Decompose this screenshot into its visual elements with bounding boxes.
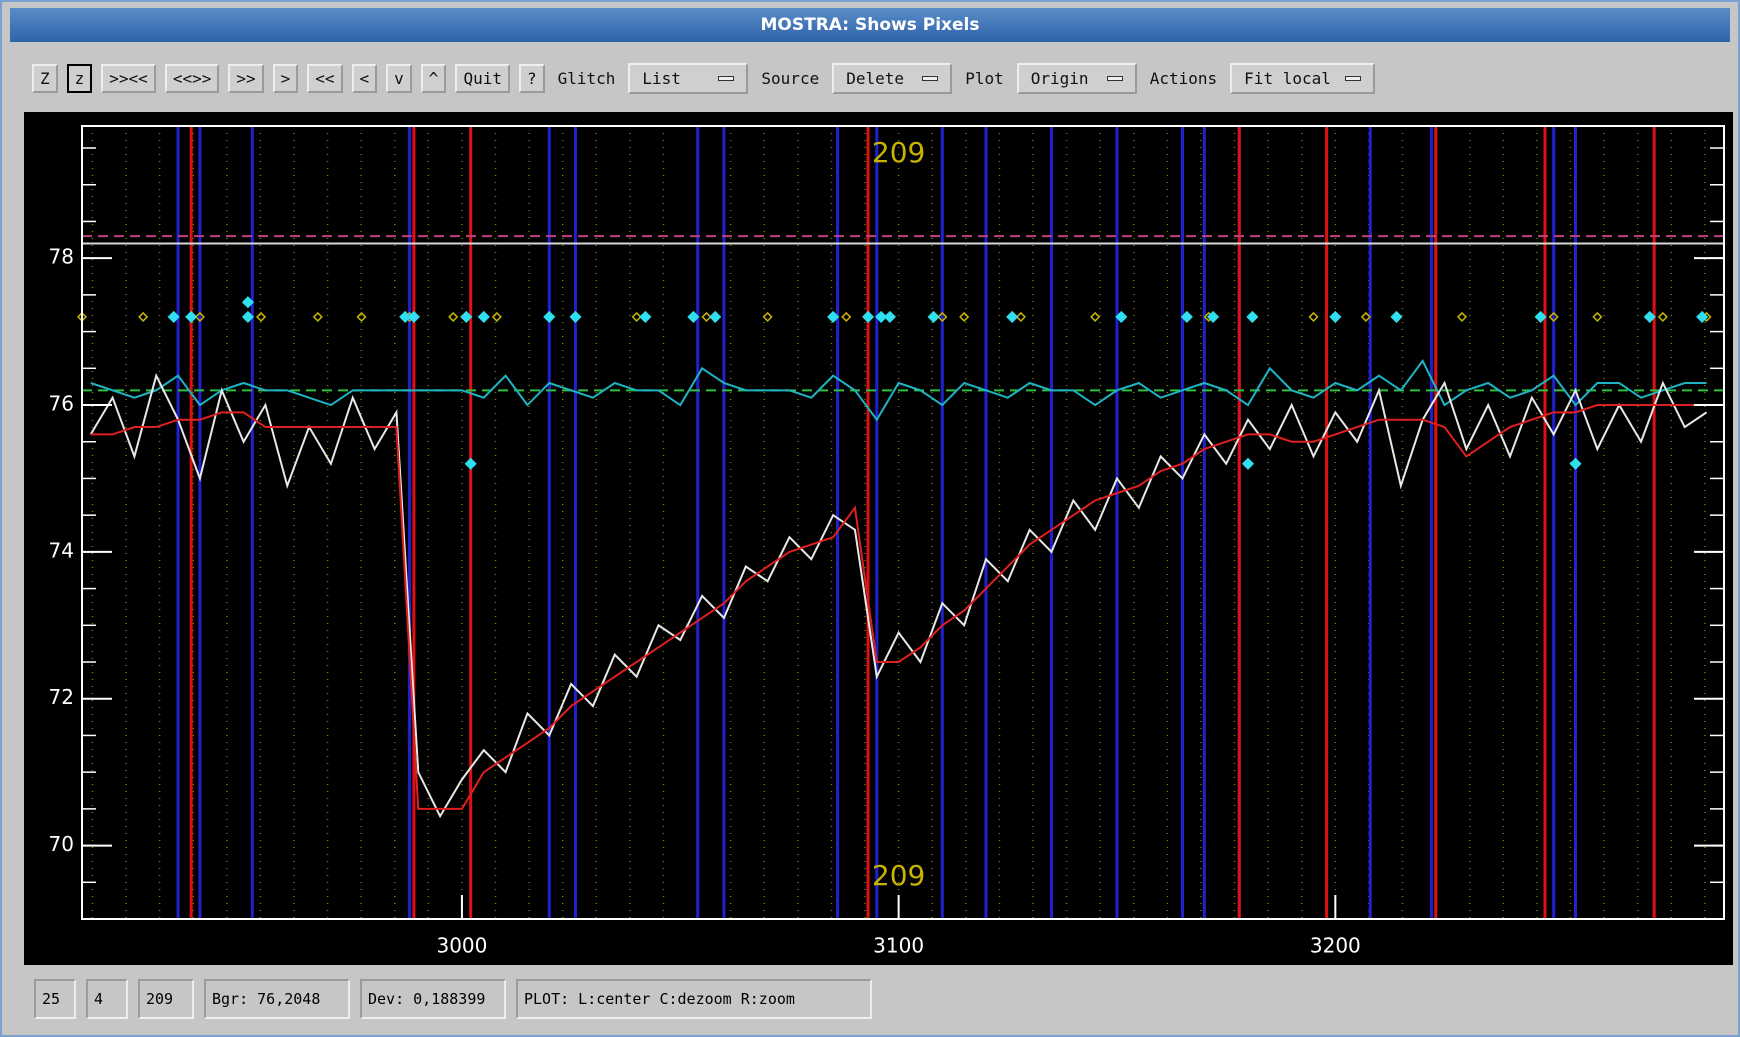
marker [631,311,642,322]
toolbar-button[interactable]: > [272,63,299,93]
toolbar-button[interactable]: << [307,63,343,93]
marker [709,310,722,323]
marker [959,311,970,322]
x-tick-label: 3200 [1310,934,1361,958]
status-field: Bgr: 76,2048 [204,979,350,1019]
marker [1657,311,1668,322]
y-tick-label: 70 [49,832,74,856]
title-bar: MOSTRA: Shows Pixels [10,8,1730,42]
axes-frame [81,125,1725,920]
menu-label: Actions [1149,68,1218,88]
marker [1390,310,1403,323]
dropdown-menu[interactable]: Delete [832,62,953,94]
x-tick-label: 3100 [873,934,924,958]
marker [1206,310,1220,323]
dropdown-menu[interactable]: Origin [1016,62,1137,94]
marker [1090,311,1101,322]
marker [827,310,840,323]
toolbar-button[interactable]: Quit [455,63,510,93]
status-field: PLOT: L:center C:dezoom R:zoom [516,979,872,1019]
status-bar: 25 4 209 Bgr: 76,2048 Dev: 0,188399 PLOT: L:c… [34,979,872,1019]
marker [1592,311,1603,322]
marker [569,310,582,323]
marker [255,311,267,322]
annotation: 209 [872,136,925,169]
dropdown-menu[interactable]: Fit local [1230,62,1375,94]
marker [862,310,875,323]
menu-label: Source [761,68,820,88]
status-field: 25 [34,979,76,1019]
marker [1180,310,1193,323]
marker [841,311,852,322]
marker [937,311,948,322]
toolbar-button[interactable]: ^ [420,63,447,93]
marker [138,311,149,322]
y-tick-label: 74 [49,538,74,562]
marker [1246,310,1259,323]
y-tick-label: 72 [49,685,74,709]
marker [241,296,255,309]
plot: 70 72 74 76 78 3000 3100 3200 209 209 [24,112,1733,965]
marker [477,310,490,323]
menu-label: Glitch [557,68,616,88]
dropdown-menu[interactable]: List [628,62,749,94]
marker [1696,310,1709,323]
marker [399,310,412,323]
marker [1241,457,1255,470]
toolbar-button[interactable]: < [351,63,378,93]
status-field: 209 [138,979,194,1019]
status-field: 4 [86,979,128,1019]
toolbar-button[interactable]: z [66,63,93,93]
marker [1643,310,1656,323]
marker [639,310,652,323]
plot-background [24,112,1733,965]
marker [1456,311,1468,322]
annotation: 209 [872,859,925,892]
marker [448,311,459,322]
data-line [90,404,1707,810]
y-tick-label: 78 [49,245,74,269]
marker [194,311,205,322]
marker [543,310,556,323]
data-line [90,359,1707,422]
marker [1308,311,1319,322]
toolbar-button[interactable]: Z [32,63,58,93]
marker [1015,311,1026,322]
x-tick-label: 3000 [436,934,487,958]
status-field: Dev: 0,188399 [360,979,506,1019]
y-tick-label: 76 [49,392,74,416]
marker [1534,310,1547,323]
toolbar-button[interactable]: ? [518,63,545,93]
marker [701,311,712,322]
marker [167,310,180,323]
data-line [89,372,1708,819]
marker [356,311,367,322]
marker [1329,310,1342,323]
toolbar-button[interactable]: >> [228,63,264,93]
marker [1006,310,1019,323]
marker [464,457,477,470]
marker [762,311,773,322]
marker [1115,310,1128,323]
menu-label: Plot [965,68,1004,88]
marker [241,310,255,323]
marker [1569,457,1582,470]
marker [875,310,888,323]
toolbar-button[interactable]: >><< [101,63,156,93]
marker [1548,311,1559,322]
marker [312,311,323,322]
marker [1360,311,1371,322]
marker [491,311,502,322]
marker [407,310,420,323]
marker [460,310,473,323]
marker [687,310,700,323]
marker [185,310,198,323]
marker [883,310,896,323]
toolbar-button[interactable]: <<>> [164,63,220,93]
toolbar-button[interactable]: v [386,63,412,93]
marker [927,310,940,323]
